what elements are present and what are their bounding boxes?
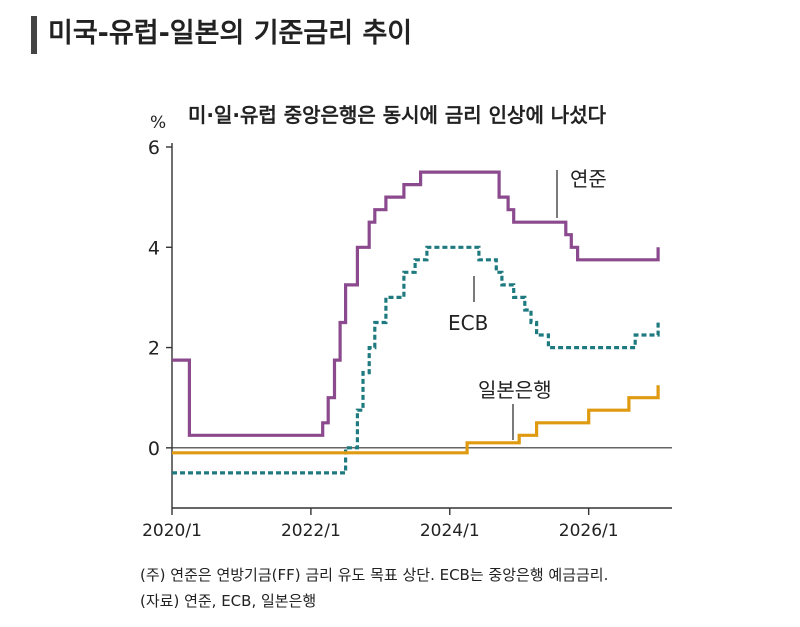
footnote: (주) 연준은 연방기금(FF) 금리 유도 목표 상단. ECB는 중앙은행 … (140, 566, 609, 584)
series-label-boj: 일본은행 (478, 378, 552, 402)
y-tick-label: 6 (148, 137, 160, 159)
y-tick-label: 0 (148, 438, 160, 460)
source-note: (자료) 연준, ECB, 일본은행 (140, 592, 317, 610)
x-tick-label: 2024/1 (420, 521, 480, 541)
y-axis-unit: % (150, 113, 166, 133)
chart-notes: (주) 연준은 연방기금(FF) 금리 유도 목표 상단. ECB는 중앙은행 … (140, 562, 608, 614)
series-label-fed: 연준 (570, 167, 607, 191)
y-tick-label: 2 (148, 338, 160, 360)
x-tick-label: 2026/1 (559, 521, 619, 541)
rate-chart: 미·일·유럽 중앙은행은 동시에 금리 인상에 나섰다% 0 2 4 6 2020/1 20… (142, 103, 672, 541)
series-line-boj (172, 385, 660, 455)
chart-subtitle: 미·일·유럽 중앙은행은 동시에 금리 인상에 나섰다 (188, 103, 607, 127)
series-line-fed (172, 170, 660, 437)
series-label-ecb: ECB (448, 311, 488, 335)
x-tick-label: 2020/1 (142, 521, 202, 541)
y-tick-label: 4 (148, 237, 160, 259)
page-title: 미국-유럽-일본의 기준금리 추이 (48, 18, 413, 49)
series-line-ecb (172, 245, 660, 475)
title-accent-bar (31, 16, 37, 54)
x-tick-label: 2022/1 (281, 521, 341, 541)
